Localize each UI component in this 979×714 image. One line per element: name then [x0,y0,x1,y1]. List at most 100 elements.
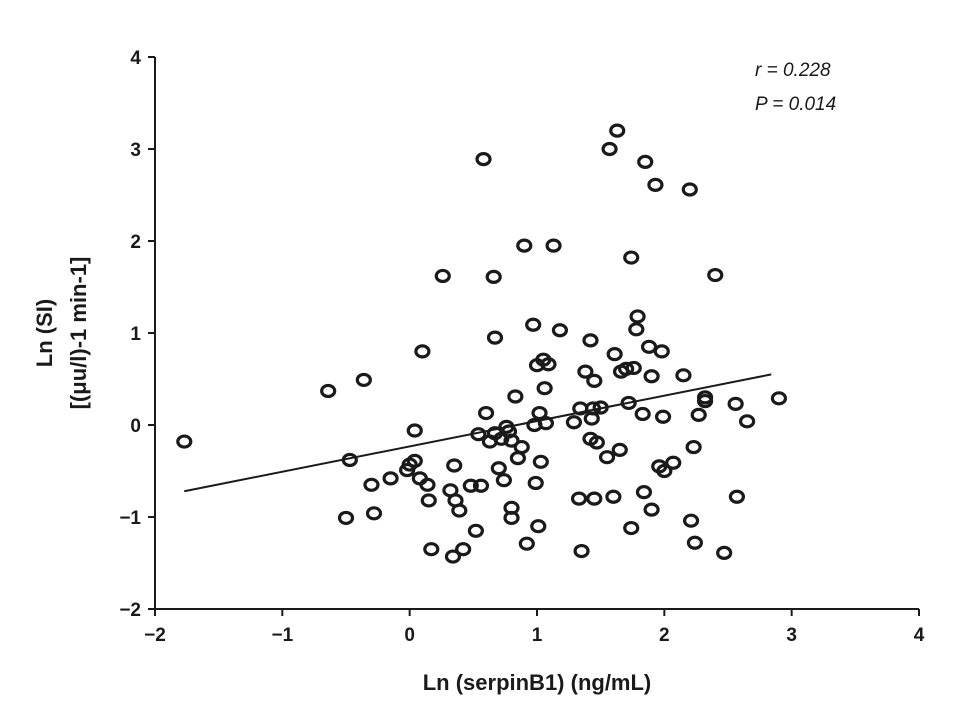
data-point [570,491,588,506]
data-point [406,423,423,438]
x-tick-label: −2 [144,625,166,646]
p-value-label: P = 0.014 [755,94,836,115]
data-point [537,416,555,431]
data-point [527,475,544,491]
y-axis-label-line2: [(μu/l)-1 min-1] [66,257,91,410]
data-point [419,477,436,492]
data-point [472,478,490,493]
y-axis-ticks: −2 −1 0 1 2 3 4 [119,48,155,621]
data-point [598,450,616,465]
data-point [382,471,399,486]
data-point [516,238,533,253]
data-point [634,406,651,422]
data-point [446,458,463,473]
data-point [462,478,479,493]
data-point [588,435,605,450]
data-point [490,461,507,476]
data-point [601,141,618,157]
data-point [586,373,603,388]
data-point [770,391,788,406]
y-tick-label: 3 [130,140,141,161]
regression-line-group [184,373,772,493]
data-point [363,477,380,492]
data-point [176,434,193,449]
data-point [414,344,431,359]
data-point [513,439,530,455]
data-point [628,322,645,337]
data-point [623,250,640,265]
data-point [434,268,451,284]
data-point [653,344,670,359]
data-point [629,309,646,324]
data-point [609,123,626,138]
data-point [654,409,672,424]
data-point [532,454,549,469]
data-point [451,503,468,518]
data-point [675,368,692,383]
data-point [503,500,520,515]
data-point [586,491,603,506]
data-point [582,333,599,348]
data-point [690,407,707,422]
data-point [509,451,527,466]
axes [154,57,919,610]
data-point [545,238,562,253]
data-point [611,442,628,457]
data-point [682,513,700,528]
x-axis-ticks: −2 −1 0 1 2 3 4 [144,609,925,646]
data-point [618,361,635,376]
data-point [620,395,637,411]
regression-line [184,373,772,493]
data-point [540,357,557,372]
data-point [577,364,594,379]
data-point [467,523,484,538]
data-point [686,535,703,550]
data-point [605,489,622,504]
data-point [592,400,609,415]
data-point [365,506,383,521]
data-point [728,489,746,504]
data-point [647,177,664,192]
y-tick-label: 2 [130,232,141,253]
y-axis-label-line1: Ln (SI) [32,299,57,367]
y-tick-label: −2 [119,600,141,621]
data-point [503,433,520,448]
data-point [477,405,495,421]
data-point [531,405,548,421]
data-point [525,317,542,332]
data-point [584,401,602,416]
data-point [685,439,702,455]
data-point [635,485,653,500]
data-point [665,455,682,470]
data-point [320,383,337,399]
data-point [716,545,733,560]
data-point [606,347,623,362]
data-point [341,452,358,468]
data-point [656,463,673,479]
data-point [565,415,583,430]
data-point [470,427,487,442]
data-point [475,152,492,167]
y-tick-label: 0 [130,416,141,437]
correlation-r-label: r = 0.228 [755,60,831,81]
data-point [530,519,547,534]
data-point [696,390,714,405]
y-tick-label: −1 [119,508,141,529]
data-point [643,502,660,517]
data-point [727,396,744,411]
y-tick-label: 4 [130,48,141,69]
x-tick-label: 3 [786,625,797,646]
data-point [643,369,660,384]
data-point [681,182,698,197]
data-point [486,330,504,345]
x-axis-label: Ln (serpinB1) (ng/mL) [423,670,652,695]
data-point [444,549,462,564]
data-points [176,123,788,564]
data-point [355,372,372,388]
data-point [637,154,654,169]
data-point [485,269,502,284]
data-point [640,339,658,354]
data-point [623,520,640,536]
x-tick-label: 4 [914,625,925,646]
data-point [420,493,437,508]
